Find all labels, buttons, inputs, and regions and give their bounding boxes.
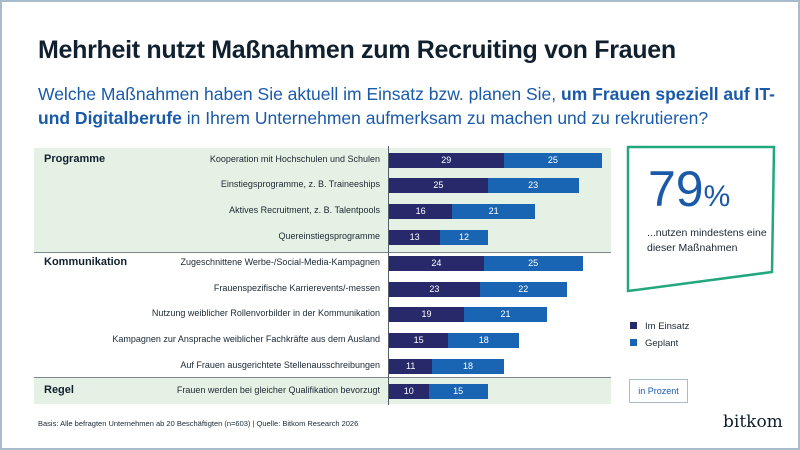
band-regel bbox=[34, 378, 611, 404]
callout-text: ...nutzen mindestens eine dieser Maßnahm… bbox=[647, 227, 767, 254]
bar-geplant: 21 bbox=[452, 204, 536, 219]
bar-geplant: 18 bbox=[432, 359, 504, 374]
legend-label: Im Einsatz bbox=[645, 321, 690, 332]
chart-title: Mehrheit nutzt Maßnahmen zum Recruiting … bbox=[38, 36, 676, 64]
subtitle-part1: Welche Maßnahmen haben Sie aktuell im Ei… bbox=[38, 84, 562, 104]
legend-item-im-einsatz: Im Einsatz bbox=[630, 321, 689, 332]
bar-geplant: 15 bbox=[428, 384, 488, 399]
data-label: 18 bbox=[462, 361, 473, 371]
bitkom-logo: bitkom bbox=[723, 412, 783, 432]
data-label: 18 bbox=[478, 335, 489, 345]
callout-value: 79% bbox=[648, 160, 730, 218]
data-label: 19 bbox=[421, 309, 432, 319]
data-label: 23 bbox=[429, 284, 440, 294]
category-label: Aktives Recruitment, z. B. Talentpools bbox=[229, 205, 380, 215]
subtitle-part2: in Ihrem Unternehmen aufmerksam zu mache… bbox=[181, 108, 709, 128]
data-label: 29 bbox=[441, 155, 452, 165]
bar-geplant: 23 bbox=[487, 178, 579, 193]
bar-geplant: 25 bbox=[503, 153, 603, 168]
data-label: 12 bbox=[459, 232, 470, 242]
bar-im-einsatz: 11 bbox=[389, 359, 433, 374]
category-label: Frauenspezifische Karrierevents/-messen bbox=[213, 283, 380, 293]
category-label: Quereinstiegsprogramme bbox=[278, 231, 380, 241]
bar-im-einsatz: 24 bbox=[389, 256, 484, 271]
category-label: Nutzung weiblicher Rollenvorbilder in de… bbox=[151, 308, 380, 318]
bar-geplant: 18 bbox=[448, 333, 520, 348]
data-label: 16 bbox=[415, 206, 426, 216]
unit-label: in Prozent bbox=[629, 379, 688, 403]
data-label: 22 bbox=[518, 284, 529, 294]
bar-geplant: 22 bbox=[479, 282, 567, 297]
data-label: 24 bbox=[431, 258, 442, 268]
separator bbox=[34, 377, 611, 378]
data-label: 23 bbox=[528, 180, 539, 190]
callout-unit: % bbox=[703, 180, 731, 213]
subtitle-bold: um Frauen speziell auf IT- und Digitalbe… bbox=[38, 84, 775, 128]
callout-number: 79 bbox=[648, 161, 704, 217]
data-label: 25 bbox=[528, 258, 539, 268]
data-label: 21 bbox=[500, 309, 511, 319]
legend-item-geplant: Geplant bbox=[630, 338, 678, 349]
bar-geplant: 12 bbox=[440, 230, 488, 245]
data-label: 11 bbox=[406, 361, 416, 371]
axis-line bbox=[388, 146, 389, 405]
bar-im-einsatz: 29 bbox=[389, 153, 504, 168]
group-label: Kommunikation bbox=[44, 256, 128, 268]
bar-im-einsatz: 16 bbox=[389, 204, 453, 219]
bar-im-einsatz: 15 bbox=[389, 333, 449, 348]
group-label: Programme bbox=[44, 153, 106, 165]
chart-subtitle: Welche Maßnahmen haben Sie aktuell im Ei… bbox=[38, 82, 788, 130]
data-label: 25 bbox=[547, 155, 558, 165]
callout-frame bbox=[626, 145, 776, 293]
category-label: Zugeschnittene Werbe-/Social-Media-Kampa… bbox=[180, 257, 380, 267]
bar-im-einsatz: 23 bbox=[389, 282, 480, 297]
footnote: Basis: Alle befragten Unternehmen ab 20 … bbox=[38, 419, 359, 428]
category-label: Frauen werden bei gleicher Qualifikation… bbox=[176, 385, 380, 395]
bar-geplant: 21 bbox=[464, 307, 547, 322]
category-label: Einstiegsprogramme, z. B. Traineeships bbox=[220, 179, 380, 189]
bar-im-einsatz: 25 bbox=[389, 178, 488, 193]
data-label: 13 bbox=[409, 232, 420, 242]
category-label: Kooperation mit Hochschulen und Schulen bbox=[209, 154, 380, 164]
legend-swatch bbox=[630, 339, 637, 346]
bar-im-einsatz: 13 bbox=[389, 230, 441, 245]
data-label: 15 bbox=[413, 335, 424, 345]
bar-im-einsatz: 10 bbox=[389, 384, 429, 399]
data-label: 25 bbox=[433, 180, 444, 190]
group-label: Regel bbox=[44, 384, 74, 396]
legend-swatch bbox=[630, 322, 637, 329]
category-label: Kampagnen zur Ansprache weiblicher Fachk… bbox=[112, 334, 380, 344]
data-label: 21 bbox=[488, 206, 499, 216]
data-label: 10 bbox=[403, 386, 414, 396]
legend-label: Geplant bbox=[645, 338, 679, 349]
bar-geplant: 25 bbox=[483, 256, 583, 271]
separator bbox=[34, 252, 611, 253]
category-label: Auf Frauen ausgerichtete Stellenausschre… bbox=[180, 360, 380, 370]
bar-im-einsatz: 19 bbox=[389, 307, 465, 322]
data-label: 15 bbox=[453, 386, 464, 396]
